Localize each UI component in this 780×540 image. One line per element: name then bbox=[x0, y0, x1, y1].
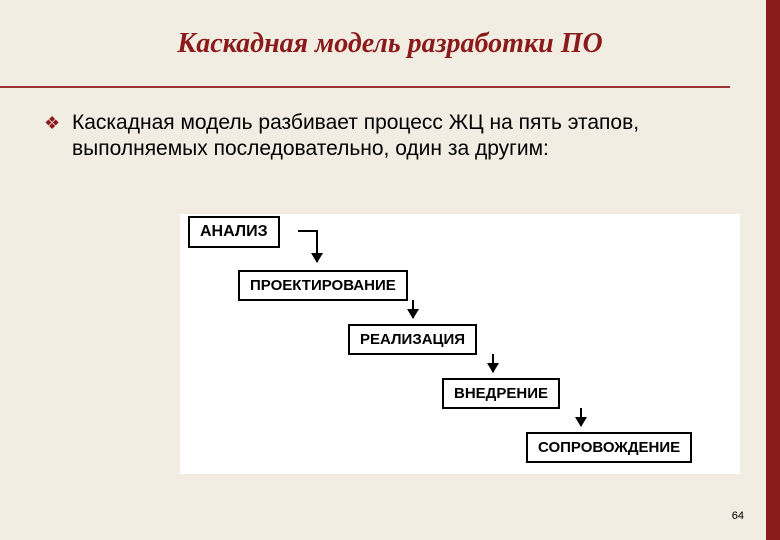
edge-arrow bbox=[580, 408, 582, 426]
waterfall-diagram: АНАЛИЗ ПРОЕКТИРОВАНИЕ РЕАЛИЗАЦИЯ ВНЕДРЕН… bbox=[180, 214, 740, 474]
node-deployment: ВНЕДРЕНИЕ bbox=[442, 378, 560, 409]
slide: Каскадная модель разработки ПО ❖ Каскадн… bbox=[0, 0, 780, 540]
accent-bar bbox=[766, 0, 780, 540]
edge-arrow bbox=[492, 354, 494, 372]
node-analysis: АНАЛИЗ bbox=[188, 216, 280, 248]
page-number: 64 bbox=[732, 510, 744, 522]
edge-arrow bbox=[316, 230, 318, 262]
node-design: ПРОЕКТИРОВАНИЕ bbox=[238, 270, 408, 301]
edge-arrow bbox=[412, 300, 414, 318]
node-label: СОПРОВОЖДЕНИЕ bbox=[538, 439, 680, 456]
slide-title: Каскадная модель разработки ПО bbox=[0, 28, 780, 60]
node-maintenance: СОПРОВОЖДЕНИЕ bbox=[526, 432, 692, 463]
node-label: АНАЛИЗ bbox=[200, 223, 268, 240]
horizontal-rule bbox=[0, 86, 730, 88]
node-label: ВНЕДРЕНИЕ bbox=[454, 385, 548, 402]
body-paragraph: ❖ Каскадная модель разбивает процесс ЖЦ … bbox=[72, 110, 720, 163]
diamond-bullet-icon: ❖ bbox=[44, 112, 60, 135]
node-label: ПРОЕКТИРОВАНИЕ bbox=[250, 277, 396, 294]
body-text-content: Каскадная модель разбивает процесс ЖЦ на… bbox=[72, 111, 639, 160]
node-label: РЕАЛИЗАЦИЯ bbox=[360, 331, 465, 348]
edge-connector bbox=[298, 230, 318, 232]
node-implementation: РЕАЛИЗАЦИЯ bbox=[348, 324, 477, 355]
